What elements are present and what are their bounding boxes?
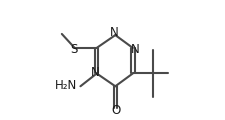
Text: N: N bbox=[91, 66, 99, 79]
Text: N: N bbox=[109, 26, 118, 39]
Text: H₂N: H₂N bbox=[55, 79, 77, 92]
Text: O: O bbox=[111, 104, 120, 117]
Text: N: N bbox=[131, 43, 140, 56]
Text: S: S bbox=[70, 43, 77, 56]
